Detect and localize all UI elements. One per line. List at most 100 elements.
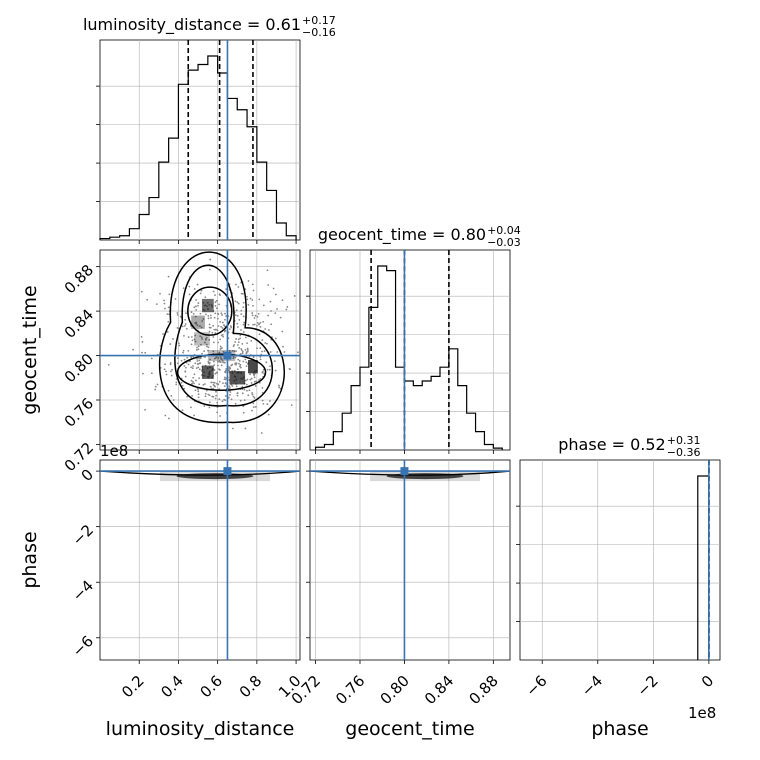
- density-block: [191, 315, 205, 329]
- sample-point: [193, 414, 196, 417]
- sample-point: [252, 402, 255, 405]
- truth-marker: [223, 351, 232, 360]
- sample-point: [240, 348, 243, 350]
- sample-point: [235, 350, 237, 353]
- sample-point: [270, 310, 272, 312]
- sample-point: [272, 287, 275, 290]
- sample-point: [198, 362, 201, 365]
- sample-point: [238, 359, 241, 362]
- sample-point: [238, 319, 241, 321]
- sample-point: [213, 328, 216, 331]
- sample-point: [224, 318, 226, 321]
- sample-point: [176, 362, 179, 365]
- sample-point: [236, 344, 239, 346]
- sample-point: [237, 358, 240, 361]
- sample-point: [236, 394, 239, 397]
- sample-point: [195, 299, 197, 301]
- sample-point: [195, 308, 198, 311]
- sample-point: [249, 373, 251, 376]
- sample-point: [232, 345, 235, 348]
- sample-point: [201, 320, 204, 322]
- sample-point: [239, 337, 242, 340]
- sample-point: [203, 405, 206, 407]
- sample-point: [209, 258, 212, 261]
- axis-label-x-luminosity_distance: luminosity_distance: [106, 718, 295, 740]
- contour-flat: [309, 470, 511, 476]
- panel-title-phase: phase = 0.52 +0.31−0.36: [558, 434, 700, 459]
- sample-point: [227, 369, 230, 372]
- title-minus: −0.36: [667, 446, 701, 459]
- sample-point: [203, 350, 206, 353]
- sample-point: [197, 366, 200, 369]
- sample-point: [285, 308, 288, 311]
- sample-point: [218, 360, 221, 362]
- sample-point: [217, 357, 220, 360]
- axis-label-y-geocent_time: geocent_time: [19, 285, 41, 414]
- phase-panel-ld: [96, 459, 301, 664]
- sample-point: [258, 333, 261, 336]
- tick-label-x-luminosity_distance: 0.4: [157, 672, 187, 702]
- sample-point: [213, 364, 216, 367]
- sample-point: [245, 365, 248, 368]
- histogram-step-geocent_time: [314, 265, 503, 450]
- sample-point: [184, 370, 187, 373]
- sample-point: [208, 338, 211, 341]
- sample-point: [253, 380, 256, 383]
- sample-point: [281, 299, 284, 302]
- sample-point: [264, 328, 267, 330]
- sample-point: [218, 398, 221, 401]
- sample-point: [184, 375, 187, 378]
- sample-point: [168, 293, 171, 296]
- sample-point: [219, 415, 221, 417]
- sample-point: [199, 292, 202, 295]
- sample-point: [217, 341, 220, 344]
- sample-point: [259, 325, 262, 328]
- tick-label-x-phase: 0: [698, 672, 717, 691]
- sample-point: [224, 329, 227, 332]
- sample-point: [190, 311, 193, 314]
- sample-point: [192, 365, 194, 367]
- sample-point: [218, 368, 221, 371]
- sample-point: [241, 352, 244, 355]
- sample-point: [256, 324, 258, 327]
- sample-point: [180, 381, 183, 384]
- sample-point: [261, 387, 264, 389]
- sample-point: [242, 331, 245, 333]
- sample-point: [169, 343, 172, 345]
- hist-panel-luminosity_distance: [96, 39, 301, 244]
- sample-point: [177, 357, 179, 360]
- sample-point: [197, 345, 200, 348]
- sample-point: [246, 298, 249, 301]
- sample-point: [146, 298, 149, 301]
- sample-point: [254, 385, 257, 387]
- sample-point: [252, 395, 255, 398]
- sample-point: [197, 388, 200, 391]
- sample-point: [217, 313, 220, 316]
- sample-point: [254, 314, 257, 317]
- sample-point: [197, 390, 200, 393]
- sample-point: [241, 392, 244, 395]
- sample-point: [216, 382, 218, 385]
- sample-point: [215, 394, 218, 397]
- sample-point: [234, 356, 237, 359]
- sample-point: [202, 383, 205, 386]
- title-text: geocent_time = 0.80: [318, 225, 486, 245]
- tick-label-y-geocent_time: 0.88: [61, 261, 97, 297]
- sample-point: [191, 395, 194, 397]
- truth-marker: [400, 467, 409, 476]
- sample-point: [195, 349, 198, 351]
- sample-point: [186, 356, 189, 359]
- sample-point: [201, 352, 203, 355]
- sample-point: [269, 365, 272, 368]
- sample-point: [176, 314, 179, 316]
- sample-point: [282, 345, 284, 348]
- sample-point: [261, 339, 264, 341]
- sample-point: [206, 345, 208, 348]
- sample-point: [261, 370, 264, 373]
- sample-point: [177, 327, 180, 330]
- sample-point: [168, 417, 170, 420]
- sample-point: [169, 363, 172, 366]
- sample-point: [214, 332, 217, 334]
- sample-point: [263, 350, 266, 352]
- sample-point: [293, 295, 296, 297]
